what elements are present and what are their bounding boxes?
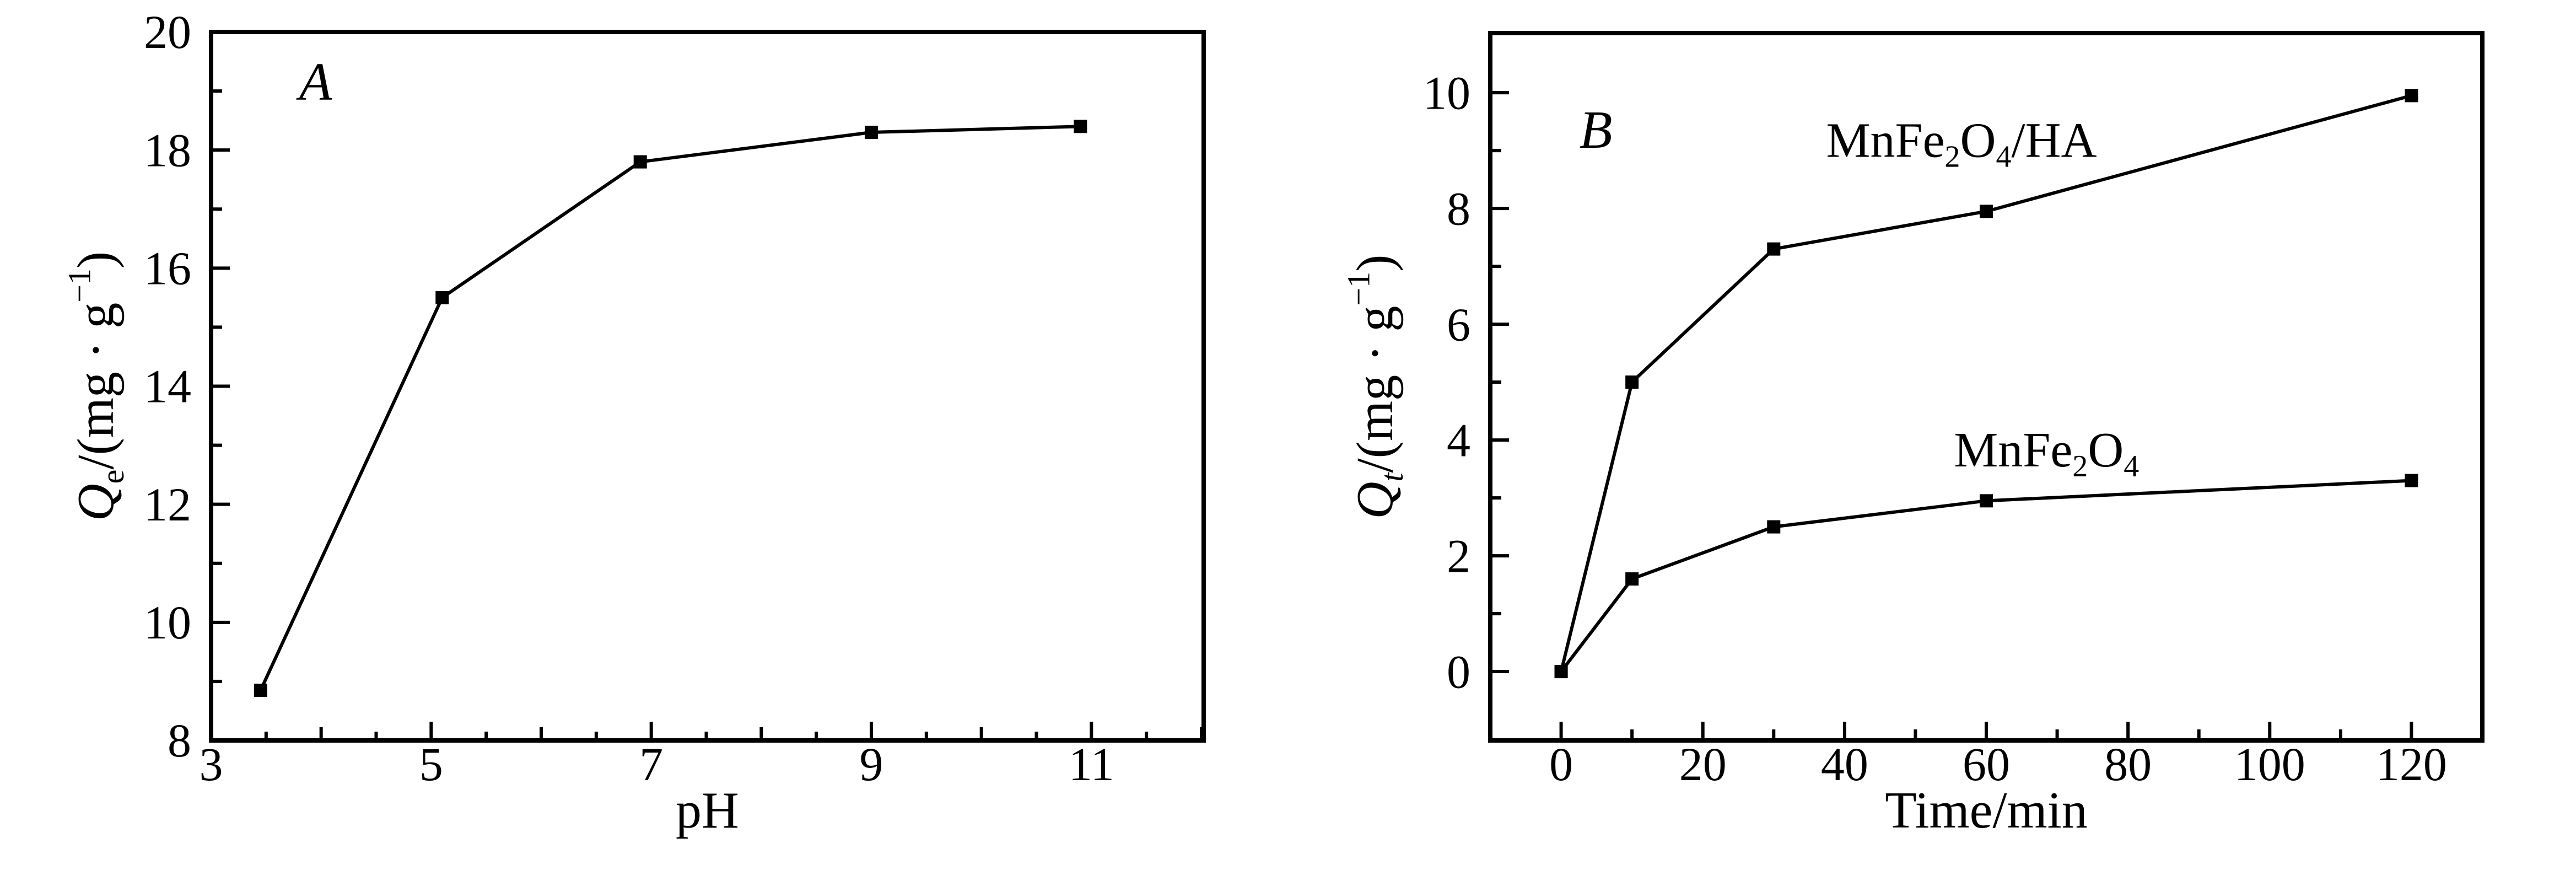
chart-A-y-tick-label: 12 (144, 478, 191, 531)
chart-A-x-tick-label: 9 (860, 738, 883, 791)
chart-A-x-axis-label: pH (676, 782, 739, 839)
chart-B-series-1-marker (1554, 665, 1568, 679)
chart-B-series-1-marker (1767, 520, 1781, 534)
chart-B-x-tick-label: 120 (2376, 738, 2447, 791)
panel-label-B: B (1580, 100, 1613, 160)
chart-A-series-0-marker (865, 126, 879, 139)
chart-A-series-0-marker (1074, 120, 1087, 133)
panel-label-A: A (296, 52, 333, 112)
chart-A-x-tick-label: 3 (200, 738, 223, 791)
chart-B-x-tick-label: 80 (2104, 738, 2152, 791)
chart-B-series-0-marker (1980, 205, 1993, 218)
chart-B-series-line-1 (1560, 479, 2412, 673)
chart-B-series-label-1: MnFe2O4 (1954, 423, 2139, 484)
chart-B-y-tick-label: 4 (1447, 414, 1470, 466)
chart-A-series-0-marker (254, 683, 267, 697)
chart-B-y-axis-label: Qt/(mg · g−1) (1341, 255, 1410, 519)
chart-B-x-tick-label: 0 (1549, 738, 1573, 791)
chart-B-y-tick-label: 10 (1423, 66, 1470, 119)
chart-B-series-label-0: MnFe2O4/HA (1826, 113, 2097, 174)
chart-B-series-1-marker (1980, 494, 1993, 508)
chart-a: 3 5 7 9 11 8 10 12 14 16 18 20 pH Qe/(mg · g−1) A (62, 6, 1206, 839)
chart-B-x-axis-label: Time/min (1885, 782, 2087, 839)
chart-A-series-line-0 (259, 125, 1081, 691)
chart-B-series-line-0 (1559, 94, 2412, 672)
chart-A-y-tick-label: 18 (144, 123, 191, 176)
chart-B-x-tick-label: 20 (1679, 738, 1727, 791)
chart-B-series-0-marker (2405, 89, 2418, 103)
chart-A-y-tick-label: 14 (144, 360, 191, 413)
chart-B-frame (1488, 31, 2485, 743)
chart-A-x-tick-label: 5 (419, 738, 443, 791)
chart-B-series-0-marker (1625, 375, 1639, 389)
chart-B-series-1-marker (2405, 474, 2418, 487)
chart-A-series-0-marker (633, 155, 647, 169)
chart-A-y-tick-label: 8 (168, 714, 191, 767)
chart-A-x-tick-label: 11 (1069, 738, 1114, 791)
chart-B-y-tick-label: 0 (1447, 645, 1470, 698)
chart-A-x-tick-label: 7 (639, 738, 663, 791)
chart-B-y-tick-label: 8 (1447, 182, 1470, 235)
chart-B-x-tick-label: 60 (1963, 738, 2010, 791)
chart-b: 0 20 40 60 80 100 120 0 2 4 6 8 10 Time/min Qt/(mg · g… (1341, 31, 2485, 839)
chart-A-y-tick-label: 20 (144, 6, 191, 58)
chart-A-frame (209, 30, 1206, 743)
chart-B-y-tick-label: 2 (1447, 529, 1470, 582)
chart-B-series-0-marker (1767, 242, 1781, 256)
chart-B-x-tick-label: 40 (1821, 738, 1868, 791)
chart-A-y-axis-label: Qe/(mg · g−1) (62, 251, 131, 522)
chart-A-series-0-marker (435, 291, 449, 304)
chart-A-y-tick-label: 16 (144, 242, 191, 295)
chart-A-y-tick-label: 10 (144, 596, 191, 649)
chart-B-x-tick-label: 100 (2234, 738, 2305, 791)
chart-B-series-1-marker (1625, 572, 1639, 586)
chart-B-y-tick-label: 6 (1447, 298, 1470, 351)
